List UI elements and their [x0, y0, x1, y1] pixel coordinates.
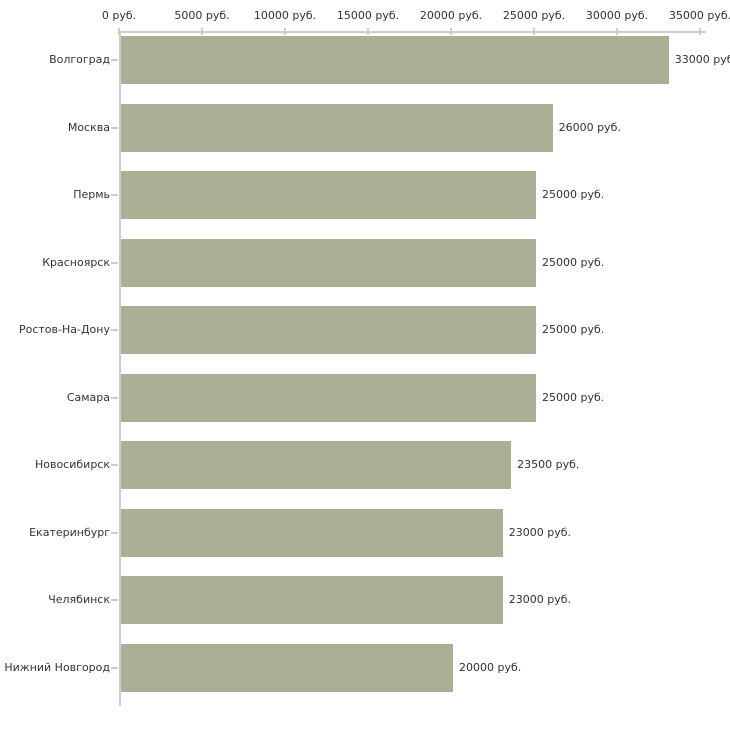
bar-row: Ростов-На-Дону 25000 руб.: [0, 306, 730, 354]
bar: [121, 171, 536, 219]
bar-row: Волгоград 33000 руб: [0, 36, 730, 84]
category-label: Новосибирск: [34, 458, 110, 471]
bar: [121, 238, 536, 287]
x-axis-tick-label: 15000 руб.: [336, 9, 400, 22]
bar: [121, 643, 453, 692]
bar: [121, 306, 536, 354]
y-axis-tick-mark: [111, 261, 118, 264]
value-label: 25000 руб.: [542, 390, 605, 404]
category-label: Москва: [67, 120, 110, 134]
value-label: 23000 руб.: [508, 593, 572, 606]
bar-row: Челябинск 23000 руб.: [0, 576, 730, 624]
x-axis-tick-label: 0 руб.: [101, 9, 137, 22]
category-label: Красноярск: [42, 255, 110, 269]
x-axis-tick-label: 25000 руб.: [502, 9, 566, 22]
category-label: Самара: [66, 390, 110, 404]
bar-row: Москва 26000 руб.: [0, 103, 730, 152]
bar-row: Пермь 25000 руб.: [0, 171, 730, 219]
category-label: Пермь: [73, 188, 110, 201]
value-label: 20000 руб.: [459, 660, 522, 674]
bar: [121, 103, 553, 152]
value-label: 25000 руб.: [542, 323, 605, 336]
bar-row: Нижний Новгород 20000 руб.: [0, 643, 730, 692]
category-label: Ростов-На-Дону: [18, 323, 110, 336]
bar: [121, 373, 536, 422]
y-axis-tick-mark: [111, 329, 118, 331]
x-axis-tick-label: 5000 руб.: [174, 9, 230, 22]
value-label: 25000 руб.: [542, 188, 605, 201]
bar-row: Красноярск 25000 руб.: [0, 238, 730, 287]
bar: [121, 508, 503, 557]
value-label: 23500 руб.: [517, 458, 580, 471]
y-axis-tick-mark: [111, 599, 118, 601]
bar-row: Самара 25000 руб.: [0, 373, 730, 422]
bar: [121, 576, 503, 624]
value-label: 26000 руб.: [558, 120, 621, 134]
bar: [121, 441, 512, 489]
x-axis-tick-label: 20000 руб.: [419, 9, 483, 22]
x-axis-tick-label: 35000 руб.: [668, 9, 730, 22]
category-label: Челябинск: [48, 593, 110, 606]
value-label: 23000 руб.: [508, 525, 572, 539]
bar: [121, 36, 669, 84]
y-axis-tick-mark: [111, 464, 118, 466]
y-axis-tick-mark: [111, 59, 118, 61]
x-axis-line: [119, 31, 706, 33]
category-label: Екатеринбург: [29, 525, 110, 539]
category-label: Нижний Новгород: [4, 660, 110, 674]
category-label: Волгоград: [49, 53, 110, 66]
y-axis-tick-mark: [111, 396, 118, 399]
y-axis-tick-mark: [111, 126, 118, 129]
y-axis-tick-mark: [111, 194, 118, 196]
y-axis-tick-mark: [111, 531, 118, 534]
x-axis-tick-label: 30000 руб.: [585, 9, 649, 22]
y-axis-tick-mark: [111, 666, 118, 669]
bar-row: Екатеринбург 23000 руб.: [0, 508, 730, 557]
x-axis-tick-label: 10000 руб.: [253, 9, 317, 22]
value-label: 33000 руб: [674, 53, 730, 66]
value-label: 25000 руб.: [542, 255, 605, 269]
y-axis-line: [119, 31, 121, 706]
bar-row: Новосибирск 23500 руб.: [0, 441, 730, 489]
